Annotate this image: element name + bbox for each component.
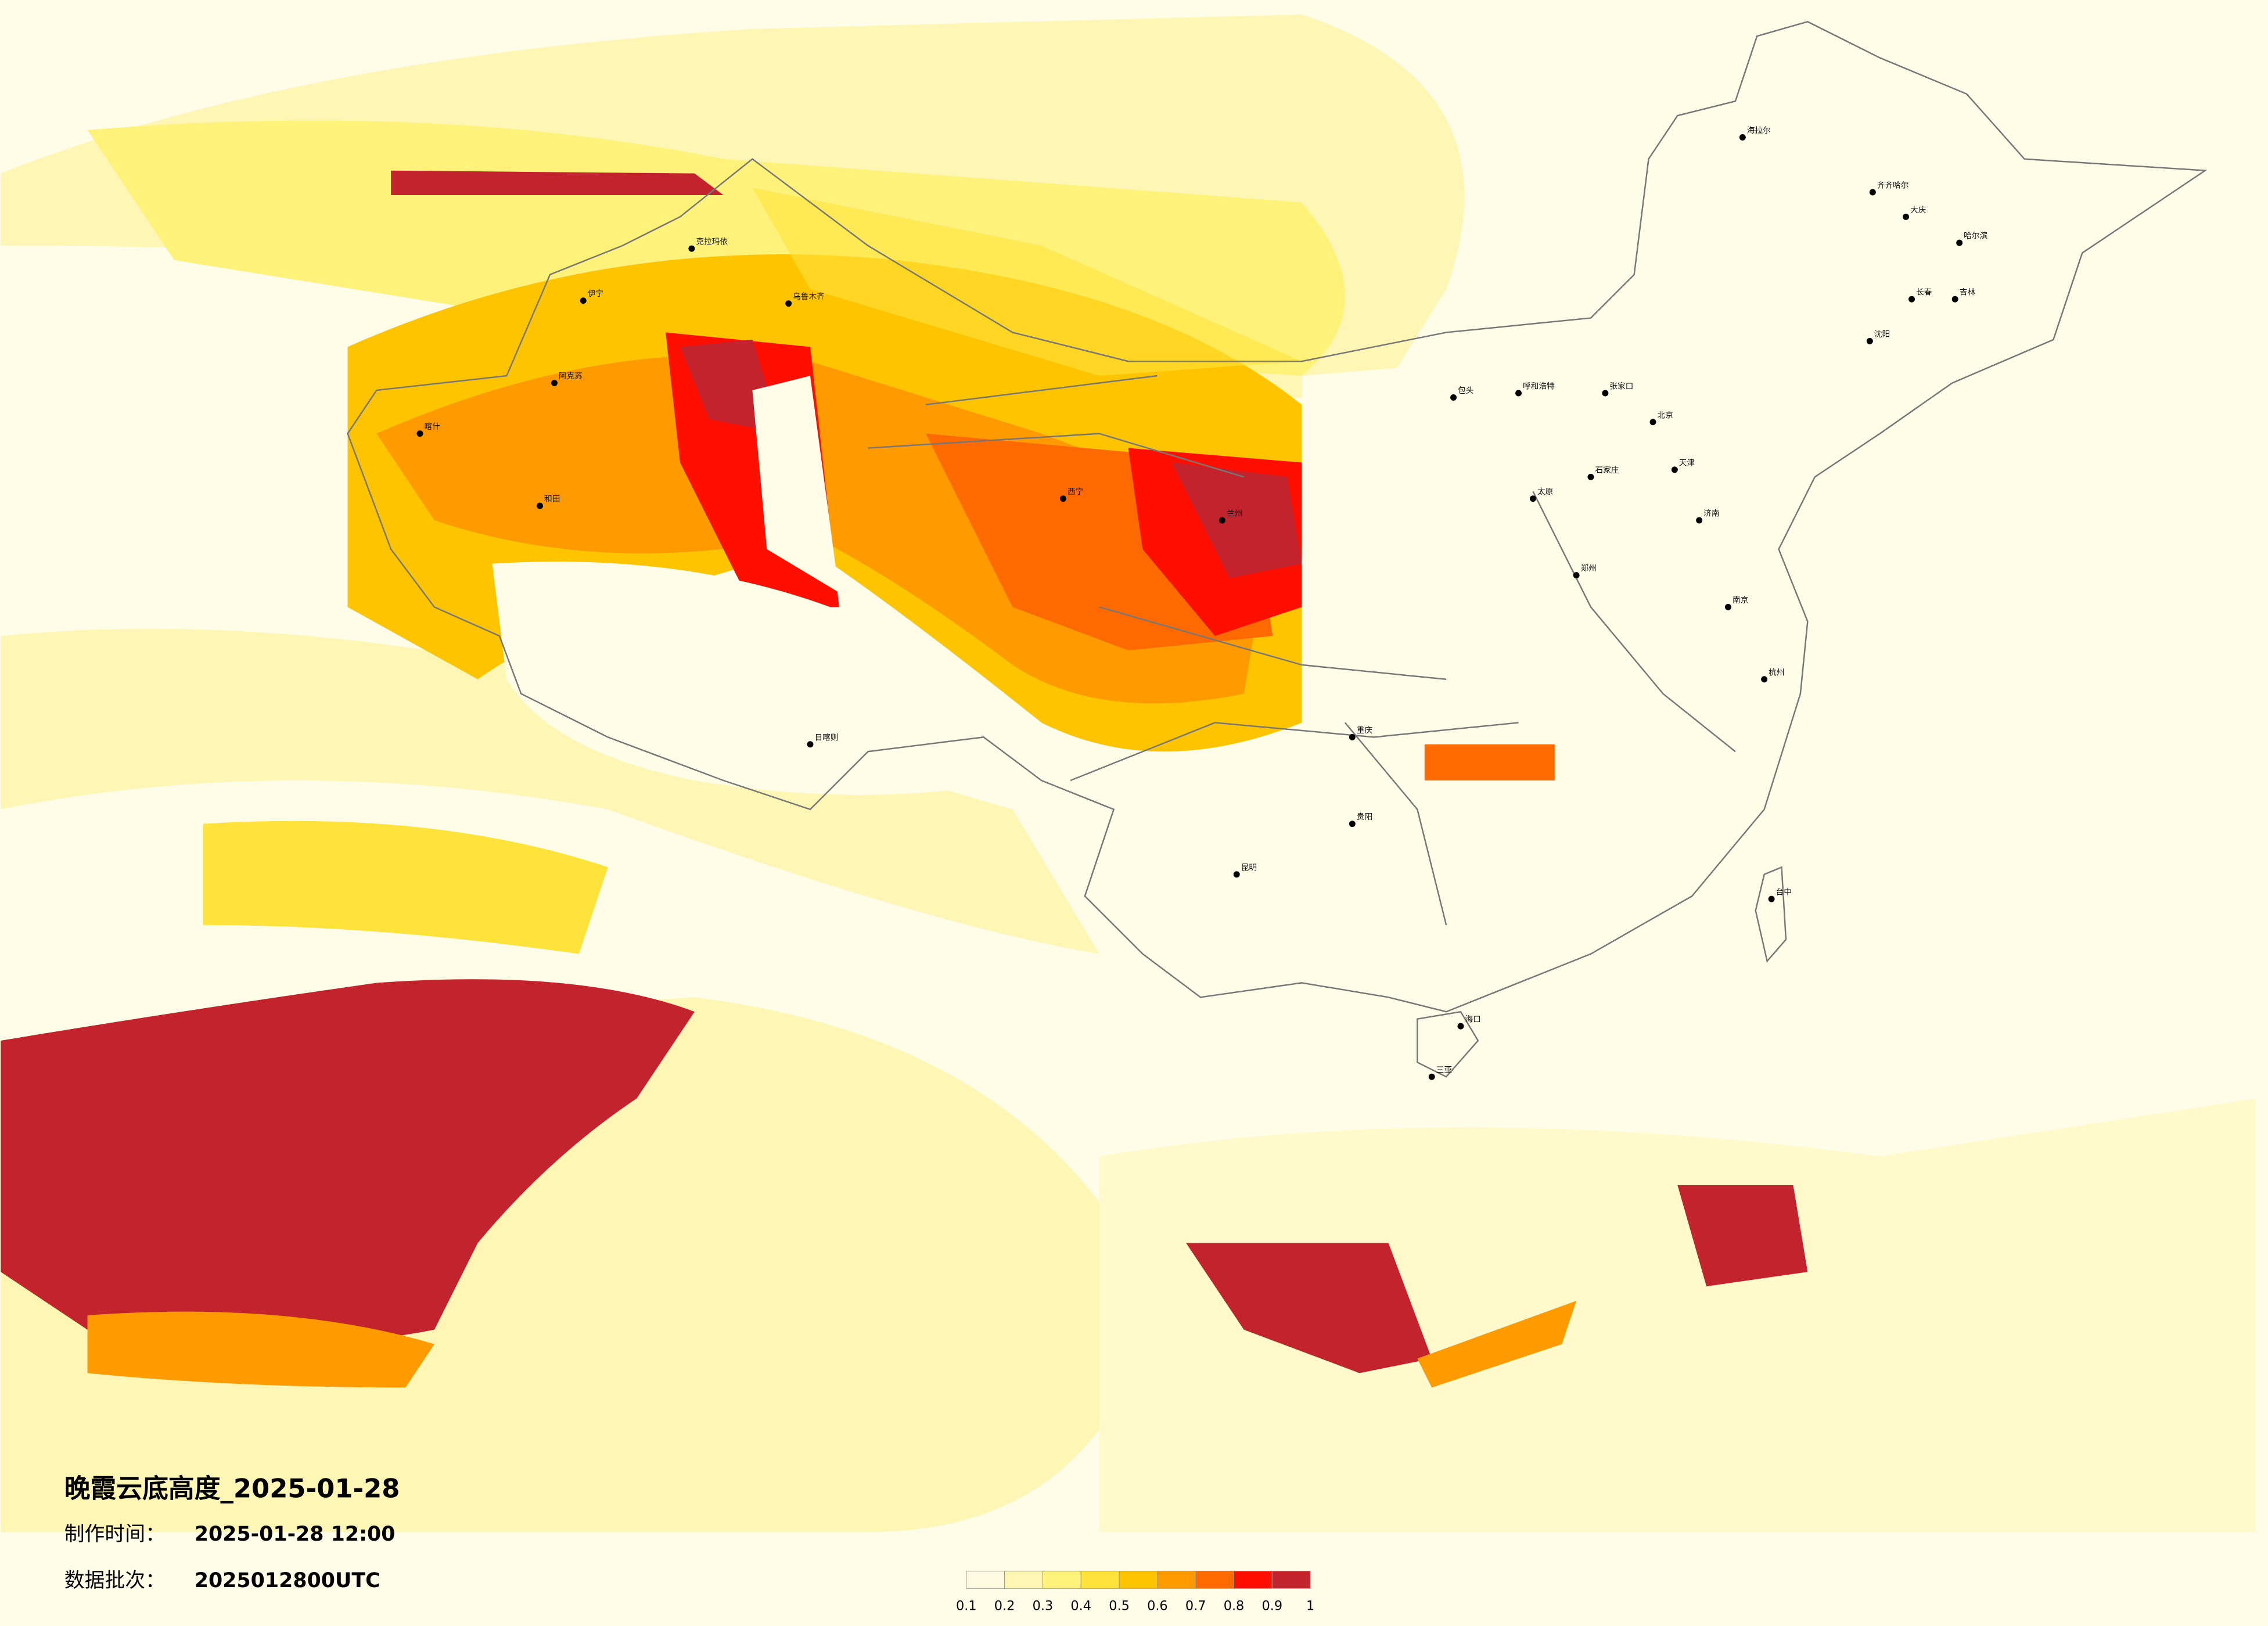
city-label: 兰州 bbox=[1227, 509, 1242, 519]
colorbar-tick-label: 0.9 bbox=[1262, 1599, 1283, 1614]
city-dot bbox=[1457, 1023, 1464, 1030]
cloud-fields bbox=[1, 14, 2256, 1533]
city-dot bbox=[1768, 895, 1775, 902]
city-label: 张家口 bbox=[1609, 382, 1633, 391]
city-label: 杭州 bbox=[1769, 668, 1784, 677]
city-label: 乌鲁木齐 bbox=[793, 292, 825, 301]
colorbar-bin bbox=[1080, 1570, 1120, 1589]
city-dot bbox=[1428, 1073, 1435, 1080]
city-dot bbox=[1724, 603, 1731, 610]
city-label: 吉林 bbox=[1960, 288, 1976, 297]
city-label: 包头 bbox=[1458, 386, 1473, 395]
colorbar-bin bbox=[1004, 1570, 1043, 1589]
city-dot bbox=[807, 741, 814, 748]
colorbar-tick-label: 0.3 bbox=[1033, 1599, 1054, 1614]
colorbar-bin bbox=[1157, 1570, 1196, 1589]
city-dot bbox=[1739, 134, 1746, 141]
colorbar-tick-label: 0.7 bbox=[1185, 1599, 1206, 1614]
info-value: 2025012800UTC bbox=[195, 1569, 380, 1592]
city-dot bbox=[1060, 495, 1067, 502]
city-dot bbox=[688, 245, 695, 252]
city-label: 台中 bbox=[1776, 888, 1792, 897]
city-label: 克拉玛依 bbox=[696, 238, 728, 247]
colorbar-tick-label: 0.5 bbox=[1109, 1599, 1130, 1614]
city-label: 伊宁 bbox=[588, 289, 603, 298]
city-label: 重庆 bbox=[1357, 726, 1373, 735]
colorbar: 0.1 0.2 0.3 0.4 0.5 0.6 0.7 0.8 0.9 1 bbox=[956, 1570, 1314, 1614]
city-dot bbox=[537, 502, 544, 509]
city-dot bbox=[1869, 189, 1876, 196]
info-label: 制作时间： bbox=[64, 1523, 166, 1546]
colorbar-tick-label: 0.8 bbox=[1224, 1599, 1245, 1614]
city-label: 海拉尔 bbox=[1747, 126, 1771, 135]
city-dot bbox=[1956, 239, 1963, 246]
city-label: 太原 bbox=[1537, 487, 1553, 497]
city-label: 阿克苏 bbox=[559, 372, 583, 381]
map-title: 晚霞云底高度_2025-01-28 bbox=[64, 1473, 400, 1503]
colorbar-bin bbox=[1042, 1570, 1081, 1589]
city-label: 天津 bbox=[1679, 458, 1695, 467]
colorbar-bin bbox=[1234, 1570, 1273, 1589]
city-dot bbox=[1529, 495, 1536, 502]
city-dot bbox=[1450, 394, 1457, 401]
city-label: 济南 bbox=[1703, 509, 1719, 519]
colorbar-tick-label: 1 bbox=[1306, 1599, 1314, 1614]
city-dot bbox=[1761, 676, 1768, 683]
city-dot bbox=[1649, 419, 1656, 426]
city-dot bbox=[1219, 517, 1225, 524]
city-label: 大庆 bbox=[1910, 206, 1926, 215]
city-dot bbox=[1866, 337, 1873, 344]
colorbar-tick-label: 0.1 bbox=[956, 1599, 977, 1614]
city-dot bbox=[1573, 572, 1580, 579]
info-label: 数据批次： bbox=[64, 1569, 166, 1592]
city-label: 海口 bbox=[1465, 1015, 1480, 1024]
colorbar-tick-label: 0.2 bbox=[994, 1599, 1015, 1614]
city-dot bbox=[1349, 821, 1356, 828]
colorbar-bin bbox=[1271, 1570, 1311, 1589]
city-label: 三亚 bbox=[1436, 1066, 1453, 1075]
city-dot bbox=[551, 380, 558, 387]
borders bbox=[347, 21, 2208, 1078]
city-dot bbox=[1671, 466, 1678, 473]
city-dot bbox=[1696, 517, 1703, 524]
city-label: 呼和浩特 bbox=[1523, 382, 1555, 391]
city-label: 西宁 bbox=[1067, 487, 1083, 497]
city-dot bbox=[1951, 296, 1958, 303]
colorbar-bin bbox=[1119, 1570, 1158, 1589]
city-dot bbox=[1908, 296, 1915, 303]
city-dot bbox=[1233, 871, 1240, 878]
city-label: 齐齐哈尔 bbox=[1877, 181, 1909, 190]
colorbar-bin bbox=[966, 1570, 1005, 1589]
city-label: 郑州 bbox=[1581, 564, 1597, 573]
city-label: 喀什 bbox=[424, 422, 440, 431]
city-dot bbox=[416, 430, 423, 437]
city-label: 和田 bbox=[544, 495, 560, 504]
city-label: 南京 bbox=[1733, 596, 1748, 605]
city-label: 贵阳 bbox=[1357, 812, 1372, 822]
city-dot bbox=[1587, 473, 1594, 480]
city-label: 长春 bbox=[1916, 288, 1932, 297]
city-dot bbox=[1903, 213, 1910, 220]
city-label: 哈尔滨 bbox=[1964, 232, 1987, 241]
colorbar-bin bbox=[1195, 1570, 1235, 1589]
city-dot bbox=[1602, 390, 1609, 397]
city-label: 北京 bbox=[1657, 411, 1673, 420]
city-dot bbox=[1515, 390, 1522, 397]
city-dot bbox=[1349, 733, 1356, 740]
city-label: 沈阳 bbox=[1874, 330, 1890, 339]
city-dot bbox=[580, 297, 587, 304]
colorbar-tick-label: 0.6 bbox=[1147, 1599, 1168, 1614]
city-dot bbox=[785, 300, 792, 307]
city-label: 日喀则 bbox=[814, 733, 838, 742]
info-value: 2025-01-28 12:00 bbox=[195, 1523, 396, 1546]
city-label: 昆明 bbox=[1241, 863, 1257, 872]
colorbar-tick-label: 0.4 bbox=[1070, 1599, 1091, 1614]
city-label: 石家庄 bbox=[1595, 465, 1619, 475]
